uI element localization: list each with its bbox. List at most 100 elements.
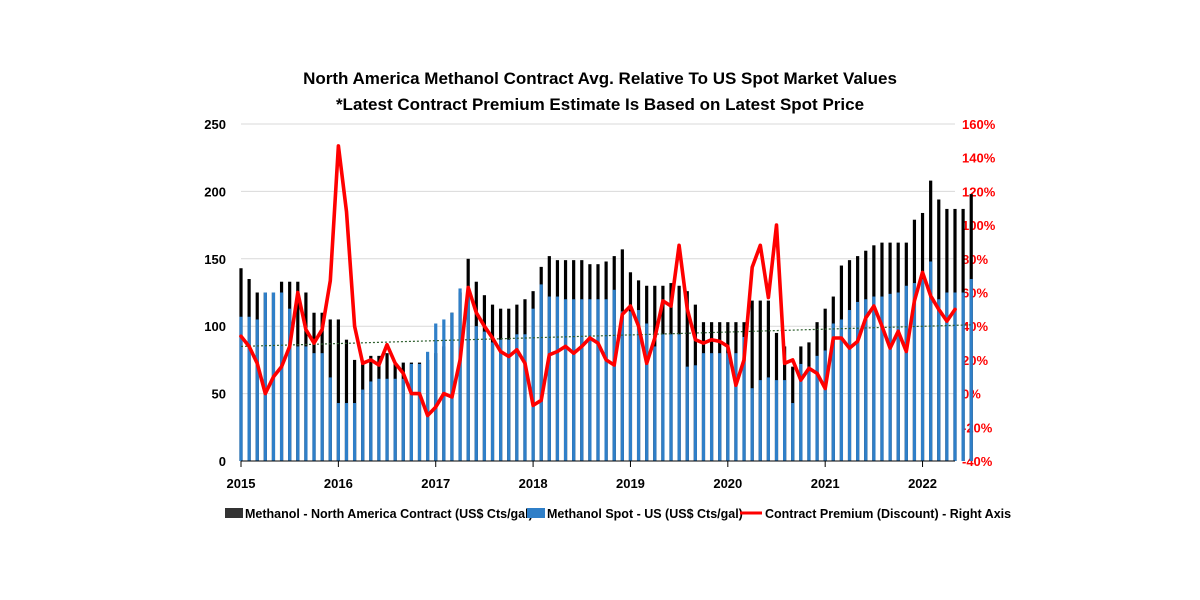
spot-bar (377, 378, 381, 461)
spot-bar (279, 292, 284, 461)
spot-bar (555, 296, 560, 461)
legend-label-premium: Contract Premium (Discount) - Right Axis (765, 507, 1011, 521)
right-axis-ticks: -40%-20%0%20%40%60%80%100%120%140%160% (962, 117, 996, 469)
spot-bar (539, 284, 543, 461)
spot-bar (920, 279, 925, 461)
right-tick-label: -20% (962, 420, 993, 435)
spot-bar (507, 339, 511, 461)
spot-bar (815, 355, 819, 461)
spot-bar (442, 319, 446, 461)
contract-bar (344, 339, 349, 461)
spot-bar (458, 288, 462, 461)
left-tick-label: 200 (204, 184, 226, 199)
spot-bar (856, 301, 860, 461)
left-tick-label: 100 (204, 319, 226, 334)
spot-bar (628, 311, 633, 461)
legend-label-contract: Methanol - North America Contract (US$ C… (245, 507, 533, 521)
spot-bar (734, 353, 738, 461)
legend-swatch-spot (527, 508, 545, 518)
spot-bar (636, 310, 641, 461)
spot-bar (304, 346, 308, 461)
spot-bar (255, 319, 259, 461)
spot-bar (661, 334, 665, 461)
x-tick-label: 2020 (713, 476, 742, 491)
spot-bar (750, 388, 754, 461)
spot-bar (361, 389, 365, 461)
spot-bar (799, 363, 803, 461)
spot-bar (401, 378, 405, 461)
chart-title: North America Methanol Contract Avg. Rel… (303, 69, 897, 88)
right-tick-label: 60% (962, 286, 988, 301)
x-tick-label: 2021 (811, 476, 840, 491)
contract-bar (336, 319, 340, 461)
right-tick-label: 140% (962, 151, 996, 166)
spot-bar (474, 326, 478, 461)
spot-bar (831, 323, 835, 461)
spot-bar (872, 296, 876, 461)
spot-bar (807, 366, 811, 461)
spot-bar (247, 316, 251, 461)
left-tick-label: 50 (212, 387, 226, 402)
spot-bar (701, 353, 706, 461)
spot-bar (685, 366, 689, 461)
spot-bar (531, 308, 535, 461)
trend-line (240, 324, 972, 348)
spot-bar (547, 296, 551, 461)
spot-bar (774, 380, 779, 461)
x-tick-label: 2016 (324, 476, 353, 491)
legend: Methanol - North America Contract (US$ C… (225, 507, 1011, 521)
right-tick-label: -40% (962, 454, 993, 469)
x-axis-ticks: 2015 2016 2017 2018 2019 2020 2021 2022 (227, 461, 937, 491)
right-tick-label: 100% (962, 218, 996, 233)
spot-bar (328, 377, 332, 461)
contract-bar (750, 300, 754, 461)
spot-bar (961, 292, 965, 461)
spot-bar (490, 342, 495, 461)
spot-bar (783, 380, 787, 461)
left-tick-label: 250 (204, 117, 226, 132)
spot-bar (742, 336, 746, 461)
spot-bar (953, 292, 957, 461)
spot-bar (352, 403, 357, 461)
spot-bar (896, 292, 900, 461)
spot-bar (726, 353, 730, 461)
spot-bar (904, 285, 908, 461)
spot-bar (677, 334, 681, 461)
spot-bar (336, 403, 340, 461)
spot-bar (969, 279, 973, 461)
spot-bar (620, 311, 624, 461)
plot-area (239, 123, 973, 462)
spot-bar (937, 299, 941, 461)
spot-bar (393, 378, 397, 461)
spot-bar (823, 350, 827, 461)
spot-bar (669, 334, 673, 461)
x-tick-label: 2015 (227, 476, 256, 491)
spot-bar (450, 312, 454, 461)
right-tick-label: 40% (962, 319, 988, 334)
spot-bar (320, 353, 324, 461)
spot-bar (864, 299, 868, 461)
right-tick-label: 20% (962, 353, 988, 368)
spot-bar (929, 261, 933, 461)
spot-bar (580, 299, 584, 461)
legend-label-spot: Methanol Spot - US (US$ Cts/gal) (547, 507, 743, 521)
spot-bar (296, 346, 300, 461)
spot-bar (758, 380, 762, 461)
left-axis-ticks: 0 50 100 150 200 250 (204, 117, 226, 469)
spot-bar (499, 339, 503, 461)
spot-bar (709, 353, 714, 461)
spot-bar (888, 293, 892, 461)
right-tick-label: 160% (962, 117, 996, 132)
spot-bar (369, 381, 373, 461)
spot-bar (417, 363, 422, 461)
spot-bar (847, 310, 852, 461)
spot-bar (766, 377, 770, 461)
chart-subtitle: *Latest Contract Premium Estimate Is Bas… (336, 95, 864, 114)
spot-bar (563, 299, 568, 461)
spot-bar (263, 292, 267, 461)
spot-bar (645, 323, 649, 461)
spot-bar (604, 299, 608, 461)
spot-bar (385, 378, 389, 461)
spot-bar (912, 283, 917, 461)
